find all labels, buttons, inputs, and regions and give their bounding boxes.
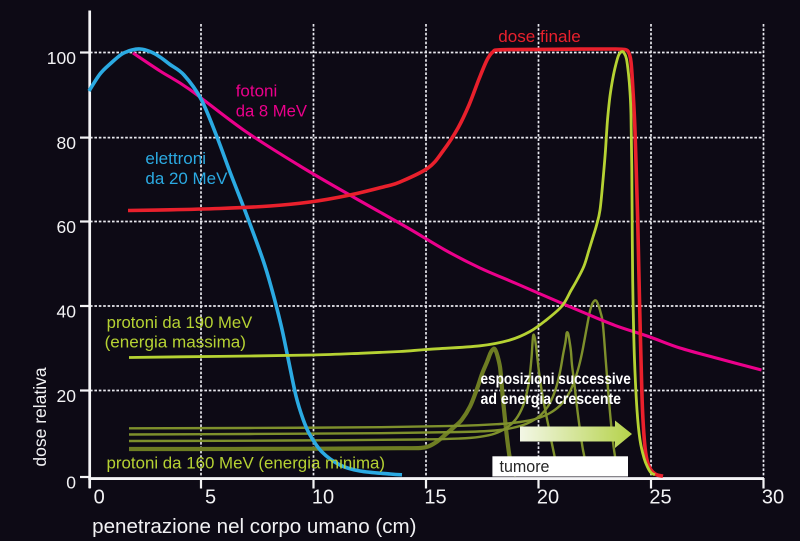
svg-text:protoni da 160 MeV (energia mi: protoni da 160 MeV (energia minima) xyxy=(107,455,386,473)
svg-text:protoni da 190 MeV: protoni da 190 MeV xyxy=(107,314,253,332)
svg-text:0: 0 xyxy=(66,472,76,492)
svg-text:20: 20 xyxy=(57,386,77,406)
svg-text:0: 0 xyxy=(94,487,105,509)
svg-text:60: 60 xyxy=(57,217,77,237)
svg-text:15: 15 xyxy=(424,487,446,509)
svg-text:dose relativa: dose relativa xyxy=(30,367,50,466)
svg-text:100: 100 xyxy=(47,48,76,68)
svg-text:20: 20 xyxy=(537,487,559,509)
svg-text:80: 80 xyxy=(57,133,77,153)
svg-text:da 20 MeV: da 20 MeV xyxy=(145,169,228,188)
svg-text:tumore: tumore xyxy=(500,457,550,476)
svg-text:30: 30 xyxy=(762,487,784,509)
svg-text:esposizioni successive: esposizioni successive xyxy=(481,371,631,388)
svg-text:5: 5 xyxy=(205,487,216,509)
svg-text:da 8 MeV: da 8 MeV xyxy=(236,102,308,121)
svg-text:penetrazione nel corpo umano (: penetrazione nel corpo umano (cm) xyxy=(92,516,416,538)
svg-text:ad energia crescente: ad energia crescente xyxy=(481,391,622,408)
svg-text:dose finale: dose finale xyxy=(498,27,581,46)
svg-text:40: 40 xyxy=(57,301,77,321)
svg-text:fotoni: fotoni xyxy=(236,82,278,101)
svg-text:elettroni: elettroni xyxy=(145,149,206,168)
svg-text:25: 25 xyxy=(649,487,671,509)
svg-text:10: 10 xyxy=(312,487,334,509)
svg-text:(energia massima): (energia massima) xyxy=(105,334,246,352)
